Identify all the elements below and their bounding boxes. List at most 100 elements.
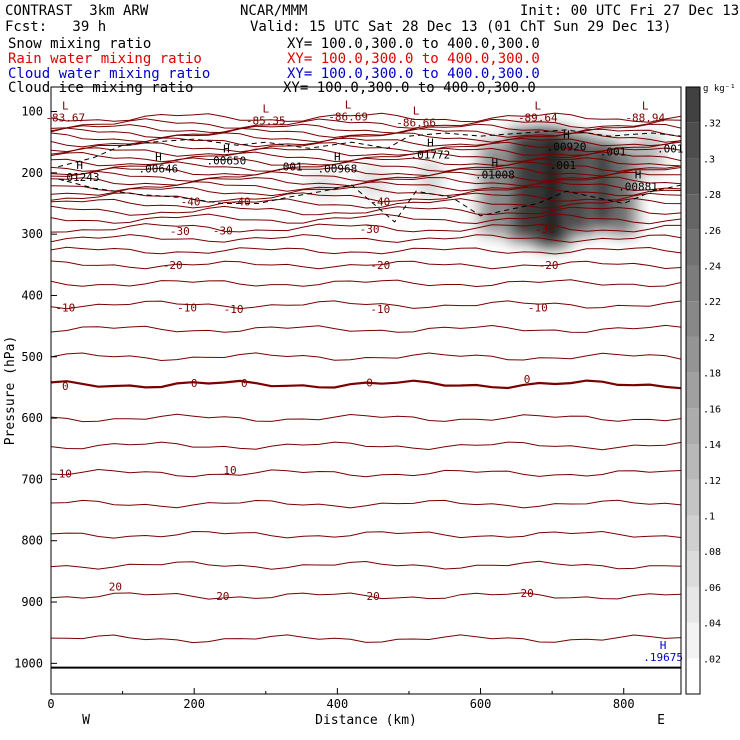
colorbar-bin-14 (686, 158, 700, 195)
temperature-contour-17 (51, 197, 681, 209)
contour-label-25: -40 (370, 196, 390, 209)
extremum-value-8: .00650 (207, 155, 247, 168)
y-tick-label-5: 600 (21, 411, 43, 425)
colorbar-tick-2: .06 (703, 583, 721, 594)
temperature-contour-33 (51, 530, 681, 539)
temperature-contour-28 (51, 379, 681, 390)
extremum-value-12: .01008 (475, 169, 515, 182)
extremum-value-9: .001 (276, 161, 303, 174)
y-tick-label-1: 200 (21, 166, 43, 180)
y-tick-label-9: 1000 (14, 656, 43, 670)
axes: 0 200 400 600 800100200300400500600700800900… (3, 105, 665, 728)
contour-label-13: -10 (224, 303, 244, 316)
cloud-ice-contour-top (58, 129, 681, 168)
temperature-contour-22 (51, 246, 681, 255)
contour-label-20: -30 (213, 224, 233, 237)
model-title: CONTRAST 3km ARW (5, 3, 149, 19)
colorbar-tick-3: .08 (703, 547, 721, 558)
temperature-contour-0 (51, 112, 681, 123)
temperature-contour-31 (51, 468, 681, 478)
extremum-kind-18: H (660, 639, 667, 652)
legend-cloud-ice-xy: XY= 100.0,300.0 to 400.0,300.0 (283, 80, 536, 96)
init-time: Init: 00 UTC Fri 27 Dec 13 (520, 3, 740, 19)
colorbar-bin-16 (686, 87, 700, 123)
x-tick-label-3: 600 (470, 697, 492, 711)
colorbar-bin-13 (686, 194, 700, 230)
contour-label-9: 0 (366, 377, 373, 390)
contour-label-1: 10 (223, 464, 236, 477)
y-axis-label: Pressure (hPa) (3, 336, 18, 446)
extremum-value-1: -85.35 (246, 115, 286, 128)
y-tick-label-2: 300 (21, 227, 43, 241)
contour-label-6: 0 (62, 380, 69, 393)
temperature-contour-9 (51, 157, 681, 167)
temperature-contour-23 (51, 260, 681, 270)
colorbar-tick-9: .2 (703, 333, 715, 344)
colorbar-tick-10: .22 (703, 297, 721, 308)
legend-cloud-water: Cloud water mixing ratio (8, 66, 211, 82)
temperature-contour-12 (51, 170, 681, 182)
x-tick-label-0: 0 (47, 697, 54, 711)
extremum-value-11: .01772 (411, 148, 451, 161)
temperature-contour-8 (51, 151, 681, 163)
snow-shade-9 (420, 160, 441, 198)
temperature-contour-15 (51, 186, 681, 197)
colorbar: .02 .04 .06 .08 .1 .12 .14 .16 .18 .2 .22 .24 .26 .28… (685, 84, 736, 695)
colorbar-tick-6: .14 (703, 440, 721, 451)
snow-shade-3 (562, 136, 593, 235)
temperature-contour-18 (51, 205, 681, 216)
extremum-value-0: -83.67 (45, 112, 85, 125)
y-tick-label-7: 800 (21, 534, 43, 548)
extrema-labels: L-83.67L-85.35L-86.69 L-86.66L-89.64L-88.… (45, 98, 683, 664)
y-tick-label-8: 900 (21, 595, 43, 609)
legend-cloud-water-xy: XY= 100.0,300.0 to 400.0,300.0 (287, 66, 540, 82)
extremum-value-15: .001 (600, 145, 627, 158)
contour-label-16: -20 (163, 259, 183, 272)
colorbar-bin-8 (686, 372, 700, 409)
colorbar-bin-0 (686, 658, 700, 694)
colorbar-tick-4: .1 (703, 511, 715, 522)
contour-label-15: -10 (528, 302, 548, 315)
temperature-contour-30 (51, 441, 681, 451)
temperature-contour-2 (51, 123, 681, 135)
extremum-kind-7: H (155, 151, 162, 164)
extremum-kind-3: L (413, 105, 420, 118)
y-tick-label-0: 100 (21, 105, 43, 119)
temperature-contour-25 (51, 300, 681, 310)
x-end-label-east: E (657, 713, 665, 728)
colorbar-bin-3 (686, 551, 700, 587)
temperature-contour-20 (51, 223, 681, 233)
colorbar-bin-7 (686, 408, 700, 445)
extremum-kind-10: H (334, 151, 341, 164)
extremum-value-2: -86.69 (328, 110, 368, 123)
extremum-value-18: .19675 (643, 651, 683, 664)
x-end-label-west: W (82, 713, 90, 728)
temperature-contour-35 (51, 592, 681, 600)
temperature-contour-5 (51, 137, 681, 148)
contour-label-11: -10 (55, 302, 75, 315)
contour-label-24: -40 (231, 196, 251, 209)
contour-label-12: -10 (177, 302, 197, 315)
extremum-kind-6: H (76, 159, 83, 172)
extremum-kind-8: H (223, 143, 230, 156)
colorbar-bin-1 (686, 622, 700, 659)
plot-frame (50, 86, 682, 695)
center-title: NCAR/MMM (240, 3, 308, 19)
temperature-contours (51, 112, 681, 669)
extremum-kind-11: H (427, 136, 434, 149)
temperature-contour-24 (51, 279, 681, 288)
temperature-contour-7 (51, 147, 681, 157)
contour-label-4: 20 (367, 590, 380, 603)
temperature-contour-36 (51, 634, 681, 644)
extremum-value-14: .00920 (547, 140, 587, 153)
colorbar-tick-8: .18 (703, 369, 721, 380)
colorbar-tick-12: .26 (703, 226, 721, 237)
snow-shade-6 (636, 136, 662, 173)
forecast-hour: Fcst: 39 h (5, 19, 107, 35)
extremum-kind-1: L (262, 103, 269, 116)
contour-label-19: -30 (170, 225, 190, 238)
extremum-kind-12: H (492, 157, 499, 170)
extremum-kind-2: L (345, 98, 352, 111)
contour-label-17: -20 (370, 259, 390, 272)
